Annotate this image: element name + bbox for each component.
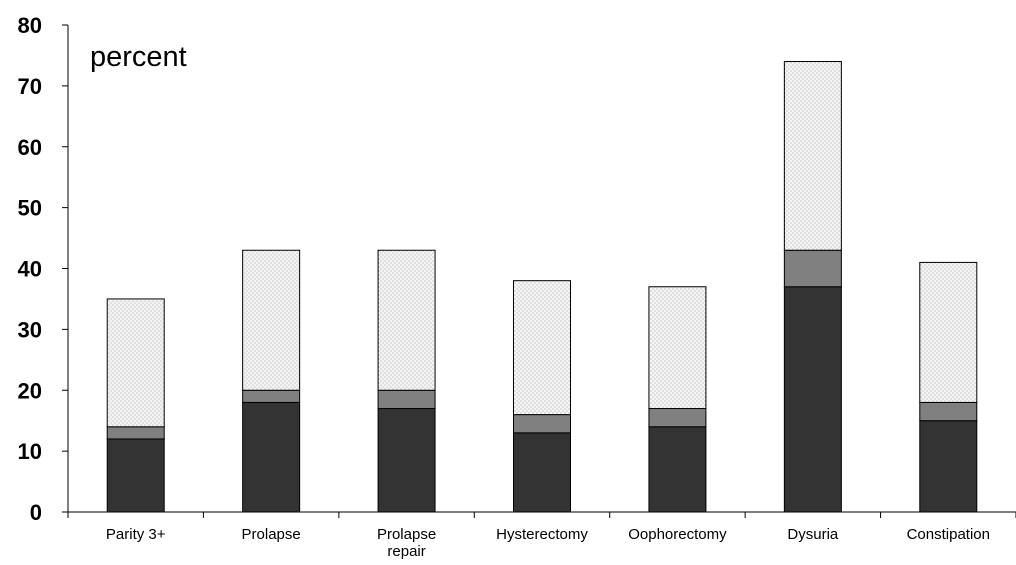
- bar-segment-2: [242, 389, 301, 403]
- bar-segment-2: [377, 389, 436, 410]
- y-tick-label: 50: [18, 196, 42, 221]
- bar-segment-1: [242, 401, 301, 513]
- x-category-label: Prolapse repair: [377, 526, 436, 560]
- bar-segment-1: [783, 286, 842, 513]
- x-category-label: Dysuria: [787, 526, 839, 543]
- y-tick-label: 30: [18, 317, 42, 342]
- bar-segment-1: [648, 426, 707, 513]
- bar-segment-3: [648, 286, 707, 410]
- bar-segment-1: [106, 438, 165, 513]
- bar-segment-3: [783, 61, 842, 251]
- x-category-label: Hysterectomy: [496, 526, 588, 543]
- y-tick-label: 60: [18, 135, 42, 160]
- bar-segment-3: [377, 249, 436, 391]
- y-tick-label: 40: [18, 257, 42, 282]
- bar-segment-3: [513, 280, 571, 416]
- y-tick-label: 70: [18, 74, 42, 99]
- y-tick-label: 20: [18, 378, 42, 403]
- bar-segment-1: [919, 420, 978, 513]
- bar-segment-1: [513, 432, 571, 513]
- y-tick-label: 10: [18, 439, 42, 464]
- bar-segment-3: [919, 261, 978, 403]
- x-category-label: Oophorectomy: [628, 526, 727, 543]
- y-tick-label: 0: [30, 500, 42, 525]
- bar-segment-2: [513, 414, 571, 434]
- bar-segment-2: [783, 249, 842, 288]
- x-category-label: Constipation: [907, 526, 990, 543]
- bar-segment-2: [648, 408, 707, 428]
- bar-segment-2: [919, 401, 978, 422]
- bar-segment-3: [106, 298, 165, 428]
- bar-segment-2: [106, 426, 165, 440]
- bar-segment-3: [242, 249, 301, 391]
- x-category-label: Prolapse: [242, 526, 301, 543]
- bar-segment-1: [377, 408, 436, 513]
- percent-annotation: percent: [90, 41, 187, 73]
- x-category-label: Parity 3+: [106, 526, 166, 543]
- y-tick-label: 80: [18, 13, 42, 38]
